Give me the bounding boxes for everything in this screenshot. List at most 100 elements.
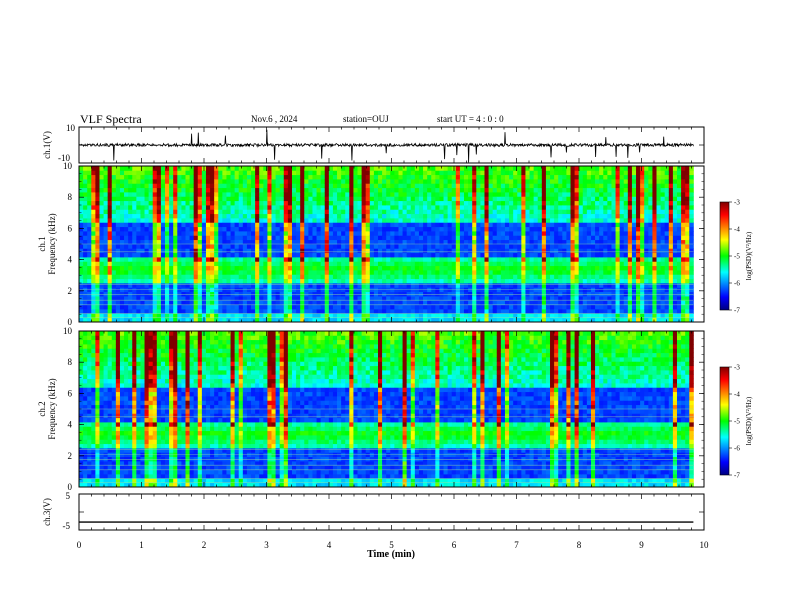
heatmap-cell [181,200,186,206]
heatmap-cell [386,291,391,297]
heatmap-cell [619,287,625,293]
heatmap-cell [308,226,313,232]
heatmap-cell [431,200,436,206]
heatmap-cell [574,265,580,271]
heatmap-cell [423,196,428,202]
heatmap-cell [251,166,256,171]
heatmap-cell [234,248,240,254]
heatmap-cell [550,196,555,202]
heatmap-cell [509,170,514,176]
heatmap-cell [427,274,432,280]
heatmap-cell [435,261,440,267]
heatmap-cell [300,248,305,254]
heatmap-cell [345,222,350,228]
heatmap-cell [214,187,219,193]
heatmap-cell [287,209,293,215]
heatmap-cell [509,179,514,184]
heatmap-cell [242,278,248,284]
heatmap-cell [242,226,248,232]
heatmap-cell [205,300,211,306]
heatmap-cell [263,187,268,193]
heatmap-cell [185,239,190,245]
heatmap-cell [99,248,104,254]
heatmap-cell [259,192,264,197]
heatmap-cell [545,222,551,228]
heatmap-cell [378,309,383,314]
heatmap-cell [107,226,113,232]
heatmap-cell [435,265,440,271]
heatmap-cell [488,231,494,236]
heatmap-cell [525,309,530,314]
heatmap-cell [357,248,363,254]
heatmap-cell [238,257,244,262]
heatmap-cell [251,244,256,249]
heatmap-cell [185,222,190,228]
heatmap-cell [230,222,236,228]
heatmap-cell [476,222,481,228]
heatmap-cell [590,200,596,206]
heatmap-cell [500,213,506,219]
heatmap-cell [312,183,317,189]
heatmap-cell [263,192,268,197]
heatmap-cell [586,209,592,215]
heatmap-cell [459,252,465,258]
heatmap-cell [402,170,408,176]
heatmap-cell [300,192,305,197]
heatmap-cell [226,274,231,280]
heatmap-cell [361,270,367,275]
heatmap-cell [87,291,92,297]
heatmap-cell [496,313,502,319]
heatmap-cell [337,166,342,171]
heatmap-cell [79,166,84,171]
heatmap-cell [169,239,174,245]
heatmap-cell [279,231,285,236]
heatmap-cell [418,274,424,280]
heatmap-cell [599,257,604,262]
heatmap-cell [423,304,428,310]
heatmap-cell [496,235,502,241]
heatmap-cell [246,222,252,228]
heatmap-cell [476,209,481,215]
heatmap-cell [627,265,633,271]
heatmap-cell [582,296,588,301]
heatmap-cell [255,179,260,184]
heatmap-cell [316,205,322,210]
heatmap-cell [357,187,363,193]
heatmap-cell [251,196,256,202]
heatmap-cell [87,174,92,180]
heatmap-cell [533,218,539,223]
heatmap-cell [455,218,461,223]
heatmap-cell [607,205,612,210]
heatmap-cell [197,239,203,245]
heatmap-cell [156,261,162,267]
heatmap-cell [459,309,465,314]
heatmap-cell [554,287,559,293]
heatmap-cell [320,309,326,314]
heatmap-cell [447,213,453,219]
heatmap-cell [488,291,494,297]
heatmap-cell [279,265,285,271]
heatmap-cell [193,192,199,197]
heatmap-cell [529,200,535,206]
heatmap-cell [476,248,481,254]
heatmap-cell [455,283,461,288]
heatmap-cell [627,270,633,275]
heatmap-cell [488,248,494,254]
heatmap-cell [631,304,637,310]
heatmap-cell [263,261,268,267]
heatmap-cell [87,192,92,197]
heatmap-cell [504,183,510,189]
heatmap-cell [431,218,436,223]
heatmap-cell [390,218,395,223]
heatmap-cell [107,261,113,267]
heatmap-cell [631,257,637,262]
heatmap-cell [320,278,326,284]
heatmap-cell [513,265,518,271]
heatmap-cell [214,283,219,288]
heatmap-cell [226,296,231,301]
heatmap-cell [193,187,199,193]
heatmap-cell [500,244,506,249]
heatmap-cell [365,248,371,254]
heatmap-cell [197,261,203,267]
heatmap-cell [599,231,604,236]
